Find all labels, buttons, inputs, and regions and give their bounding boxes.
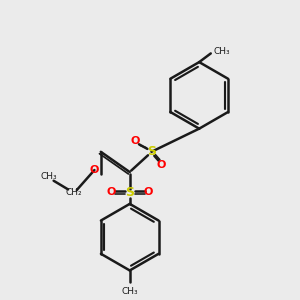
- Text: O: O: [90, 165, 99, 175]
- Text: S: S: [147, 145, 156, 158]
- Text: CH₃: CH₃: [40, 172, 57, 181]
- Text: CH₂: CH₂: [65, 188, 82, 197]
- Text: O: O: [144, 187, 153, 197]
- Text: CH₃: CH₃: [122, 287, 138, 296]
- Text: S: S: [125, 186, 134, 199]
- Text: CH₃: CH₃: [214, 47, 230, 56]
- Text: O: O: [157, 160, 166, 170]
- Text: O: O: [131, 136, 140, 146]
- Text: O: O: [106, 187, 116, 197]
